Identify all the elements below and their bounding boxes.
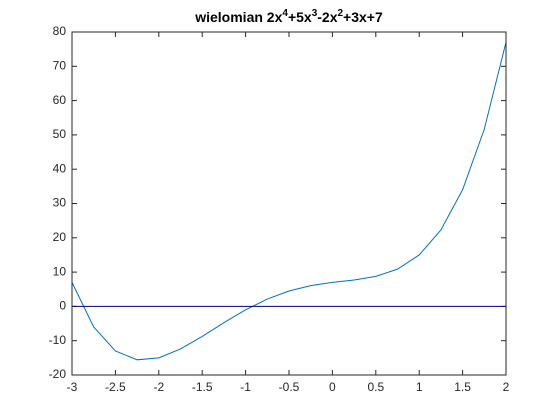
y-tick-label: 80 bbox=[53, 24, 67, 38]
y-tick-label: 70 bbox=[53, 58, 67, 72]
title-part: +3x+7 bbox=[343, 9, 383, 25]
x-tick-label: -1.5 bbox=[192, 380, 213, 394]
x-tick-label: 1 bbox=[416, 380, 423, 394]
title-part: +5x bbox=[288, 9, 312, 25]
title-part: wielomian 2x bbox=[194, 9, 282, 25]
y-tick-label: 0 bbox=[59, 299, 66, 313]
axes-box bbox=[71, 31, 507, 376]
y-tick-label: 10 bbox=[53, 264, 67, 278]
y-tick-label: 40 bbox=[53, 161, 67, 175]
title-sup: 3 bbox=[312, 8, 318, 19]
x-tick-label: -3 bbox=[67, 380, 78, 394]
chart-title: wielomian 2x4+5x3-2x2+3x+7 bbox=[194, 8, 383, 25]
title-sup: 4 bbox=[282, 8, 288, 19]
title-part: -2x bbox=[317, 9, 337, 25]
x-tick-label: 2 bbox=[503, 380, 510, 394]
data-line bbox=[71, 42, 507, 361]
x-tick-label: -2 bbox=[153, 380, 164, 394]
y-tick-label: -20 bbox=[49, 367, 67, 381]
y-tick-label: -10 bbox=[49, 333, 67, 347]
title-sup: 2 bbox=[337, 8, 343, 19]
x-tick-label: 0.5 bbox=[367, 380, 384, 394]
y-tick-label: 30 bbox=[53, 196, 67, 210]
x-tick-label: -2.5 bbox=[105, 380, 126, 394]
x-tick-label: -0.5 bbox=[279, 380, 300, 394]
y-tick-label: 50 bbox=[53, 127, 67, 141]
x-tick-label: 0 bbox=[329, 380, 336, 394]
x-tick-label: -1 bbox=[240, 380, 251, 394]
x-tick-label: 1.5 bbox=[454, 380, 471, 394]
y-tick-label: 60 bbox=[53, 93, 67, 107]
y-tick-label: 20 bbox=[53, 230, 67, 244]
